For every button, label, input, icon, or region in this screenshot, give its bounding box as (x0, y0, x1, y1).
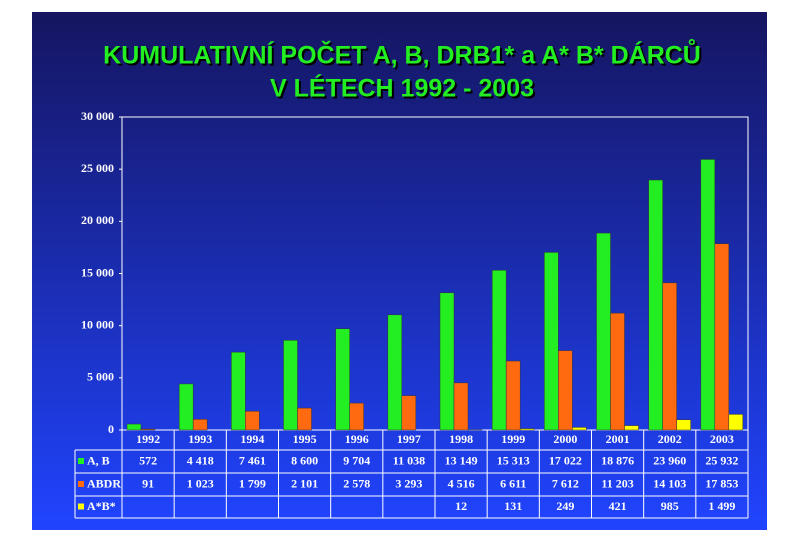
x-tick-label: 1992 (136, 432, 160, 446)
bar (297, 407, 312, 431)
bar (648, 179, 663, 431)
table-value: 7 461 (239, 453, 266, 467)
bar (140, 428, 156, 431)
x-tick-label: 1997 (397, 432, 421, 446)
bar (439, 292, 455, 431)
x-tick-label: 2002 (658, 432, 682, 446)
bar (519, 428, 535, 431)
y-tick-label: 10 000 (81, 317, 114, 331)
x-tick-label: 1999 (501, 432, 525, 446)
legend-swatch (78, 503, 84, 510)
table-value: 4 516 (448, 476, 475, 490)
chart-title-shadow: KUMULATIVNÍ POČET A, B, DRB1* a A* B* DÁ… (105, 40, 703, 72)
bar (401, 395, 417, 431)
bar (700, 159, 716, 431)
table-value: 2 101 (291, 476, 318, 490)
bar (505, 360, 521, 431)
table-value: 11 203 (601, 476, 633, 490)
table-value: 13 149 (445, 453, 478, 467)
table-value: 2 578 (343, 476, 370, 490)
bar (231, 351, 246, 431)
y-tick-label: 30 000 (81, 109, 114, 123)
x-tick-label: 2003 (710, 432, 734, 446)
x-tick-label: 2000 (553, 432, 577, 446)
chart-subtitle: V LÉTECH 1992 - 2003 (270, 74, 534, 103)
table-value: 985 (661, 499, 679, 513)
y-tick-label: 15 000 (81, 265, 114, 279)
chart-subtitle-shadow: V LÉTECH 1992 - 2003 (272, 76, 536, 105)
table-value: 14 103 (653, 476, 686, 490)
bar (728, 414, 744, 431)
bar (558, 350, 573, 431)
legend-label: A*B* (87, 499, 116, 513)
bar (178, 383, 194, 431)
bar (245, 410, 260, 431)
table-value: 11 038 (393, 453, 425, 467)
bar (126, 423, 142, 431)
x-tick-label: 1998 (449, 432, 473, 446)
legend-label: A, B (87, 453, 110, 467)
bar (610, 312, 625, 431)
x-tick-label: 1995 (293, 432, 317, 446)
bar (387, 314, 403, 431)
bar (624, 425, 639, 431)
table-value: 12 (455, 499, 467, 513)
x-tick-label: 1994 (240, 432, 264, 446)
table-value: 91 (142, 476, 154, 490)
bar (596, 232, 611, 431)
table-value: 15 313 (497, 453, 530, 467)
y-tick-label: 25 000 (81, 161, 114, 175)
bar (192, 419, 208, 431)
slide-background (32, 12, 767, 530)
table-value: 4 418 (187, 453, 214, 467)
legend-swatch (78, 481, 84, 487)
x-tick-label: 1996 (345, 432, 369, 446)
chart-title: KUMULATIVNÍ POČET A, B, DRB1* a A* B* DÁ… (103, 38, 701, 70)
bar (676, 419, 691, 431)
table-value: 9 704 (343, 453, 370, 467)
x-tick-label: 2001 (606, 432, 630, 446)
y-tick-label: 5 000 (87, 370, 114, 384)
bar (491, 269, 507, 431)
table-value: 249 (556, 499, 574, 513)
table-value: 1 499 (708, 499, 735, 513)
table-value: 17 022 (549, 453, 582, 467)
table-value: 421 (609, 499, 627, 513)
table-value: 8 600 (291, 453, 318, 467)
bar (662, 282, 677, 431)
bar (349, 402, 364, 431)
bar (283, 340, 298, 431)
y-tick-label: 20 000 (81, 213, 114, 227)
bar (544, 252, 559, 431)
table-value: 1 023 (187, 476, 214, 490)
table-value: 7 612 (552, 476, 579, 490)
table-value: 17 853 (705, 476, 738, 490)
table-value: 131 (504, 499, 522, 513)
bar (572, 427, 587, 431)
table-value: 18 876 (601, 453, 634, 467)
table-value: 572 (139, 453, 157, 467)
bar (335, 328, 350, 431)
legend-label: ABDR (87, 476, 121, 490)
y-tick-label: 0 (108, 422, 114, 436)
table-value: 6 611 (500, 476, 526, 490)
bar (714, 243, 730, 431)
table-value: 1 799 (239, 476, 266, 490)
legend-swatch (78, 458, 84, 464)
bar (453, 382, 469, 431)
table-value: 3 293 (395, 476, 422, 490)
x-tick-label: 1993 (188, 432, 212, 446)
table-value: 25 932 (705, 453, 738, 467)
table-value: 23 960 (653, 453, 686, 467)
